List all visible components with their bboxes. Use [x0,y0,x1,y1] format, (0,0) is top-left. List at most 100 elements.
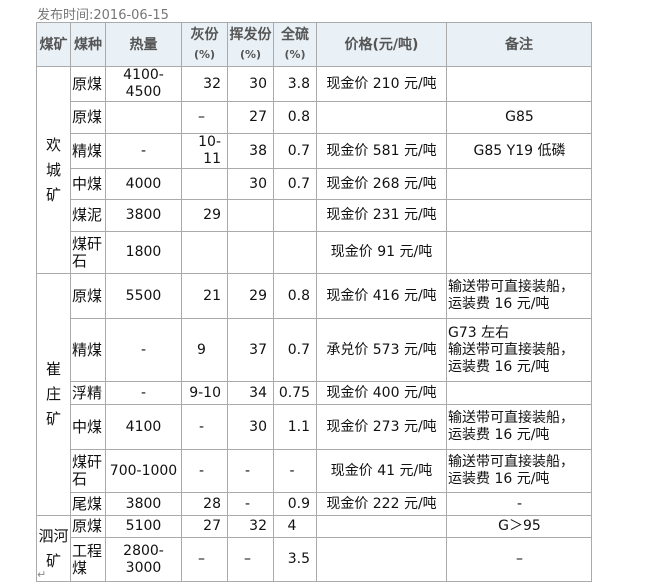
type-cell: 煤泥 [70,199,106,232]
sulfur-cell: 3.5 [273,537,317,582]
sulfur-cell [273,231,317,274]
price-cell [316,101,447,134]
type-cell: 原煤 [70,101,106,134]
price-cell: 现金价 273 元/吨 [316,404,447,450]
ash-cell: 10-11 [181,133,228,169]
price-cell: 现金价 581 元/吨 [316,133,447,169]
note-cell [446,168,592,200]
note-cell: - [446,492,592,516]
table-row: 精煤 -10-11 38 0.7 现金价 581 元/吨 G85 Y19 低磷 [37,133,592,169]
volatile-cell [227,199,274,232]
publish-date: 2016-06-15 [93,8,169,24]
note-cell [446,381,592,405]
volatile-cell: 27 [227,101,274,134]
note-cell [446,66,592,102]
sulfur-cell: 0.8 [273,101,317,134]
heat-cell: 2800-3000 [105,537,182,582]
header-volatile-label: 挥发份 [229,26,272,43]
publish-date-line: 发布时间:2016-06-15 [37,4,169,24]
table-row: 崔 庄 矿原煤 5500 21 29 0.8 现金价 416 元/吨 输送带可直接装船， 运… [36,273,592,516]
type-cell: 中煤 [70,168,106,200]
ash-cell: - [181,404,228,450]
sulfur-cell [273,199,317,232]
heat-cell: 700-1000 [105,449,182,493]
header-sulfur-unit: (%) [284,47,306,61]
table-row: 煤矸石 700-1000- - - 现金价 41 元/吨 输送带可直接装船， 运装费 16… [37,449,592,493]
type-cell: 中煤 [70,404,106,450]
price-cell: 现金价 41 元/吨 [316,449,447,493]
note-cell: G73 左右 输送带可直接装船， 运装费 16 元/吨 [446,318,592,382]
sulfur-cell: 0.7 [273,133,317,169]
price-cell [316,537,447,582]
heat-cell: 5100 [105,515,182,538]
type-cell: 煤矸石 [70,449,106,493]
header-ash: 灰份 (%) [181,22,228,67]
header-price: 价格(元/吨) [316,22,447,67]
ash-cell: 21 [181,273,228,319]
heat-cell: 4100-4500 [105,66,182,102]
publish-label: 发布时间: [37,8,94,23]
volatile-cell: 38 [227,133,274,169]
mine-name-cell: 崔 庄 矿 [36,273,71,516]
volatile-cell: - [227,492,274,516]
header-sulfur: 全硫 (%) [273,22,317,67]
volatile-cell: 37 [227,318,274,382]
heat-cell [105,101,182,134]
ash-cell: 9-10 [181,381,228,405]
type-cell: 原煤 [70,66,106,102]
heat-cell: 3800 [105,492,182,516]
type-cell: 工程煤 [70,537,106,582]
ash-cell: 29 [181,199,228,232]
volatile-cell [227,231,274,274]
note-cell: 输送带可直接装船， 运装费 16 元/吨 [446,449,592,493]
header-heat: 热量 [105,22,182,67]
header-ash-unit: (%) [193,47,216,61]
type-cell: 浮精 [70,381,106,405]
header-volatile-unit: (%) [239,47,262,61]
sulfur-cell: 0.8 [273,273,317,319]
price-cell [316,515,447,538]
note-cell: G＞95 [446,515,592,538]
note-cell: 输送带可直接装船， 运装费 16 元/吨 [446,404,592,450]
heat-cell: - [105,381,182,405]
type-cell: 煤矸石 [70,231,106,274]
type-cell: 尾煤 [70,492,106,516]
price-cell: 现金价 400 元/吨 [316,381,447,405]
sulfur-cell: 0.75 [273,381,317,405]
volatile-cell: – [227,537,274,582]
sulfur-cell: 0.9 [273,492,317,516]
heat-cell: 3800 [105,199,182,232]
table-row: 泗河 矿原煤 5100 27 32 4 G＞95 [36,515,592,582]
heat-cell: 5500 [105,273,182,319]
coal-price-table: 煤矿 煤种 热量 灰份 (%) 挥发份 (%) 全硫 (%) 价格(元/吨) 备注 欢… [36,22,592,582]
note-cell [446,231,592,274]
sulfur-cell: 0.7 [273,318,317,382]
ash-cell: – [181,537,228,582]
table-row: 工程煤 2800-3000– –3.5– [37,537,592,582]
sulfur-cell: 1.1 [273,404,317,450]
table-row: 中煤 4000 30 0.7 现金价 268 元/吨 [37,168,592,200]
table-row: 精煤 -9 37 0.7 承兑价 573 元/吨 G73 左右 输送带可直接装船， 运装… [37,318,592,382]
price-cell: 现金价 210 元/吨 [316,66,447,102]
price-cell: 现金价 231 元/吨 [316,199,447,232]
heat-cell: - [105,133,182,169]
table-row: 尾煤 3800 28-0.9 现金价 222 元/吨 - [37,492,592,516]
table-row: 煤泥 3800 29 现金价 231 元/吨 [37,199,592,232]
price-cell: 现金价 268 元/吨 [316,168,447,200]
price-cell: 现金价 416 元/吨 [316,273,447,319]
heat-cell: - [105,318,182,382]
ash-cell: 27 [181,515,228,538]
ash-cell: 32 [181,66,228,102]
paragraph-mark: ↵ [37,568,47,581]
type-cell: 精煤 [70,318,106,382]
ash-cell [181,231,228,274]
price-cell: 承兑价 573 元/吨 [316,318,447,382]
note-cell: – [446,537,592,582]
volatile-cell: - [227,449,274,493]
mine-name-cell: 欢 城 矿 [36,66,71,274]
note-cell: G85 [446,101,592,134]
header-sulfur-label: 全硫 [281,26,309,43]
ash-cell: - [181,449,228,493]
header-volatile: 挥发份 (%) [227,22,274,67]
sulfur-cell: 3.8 [273,66,317,102]
